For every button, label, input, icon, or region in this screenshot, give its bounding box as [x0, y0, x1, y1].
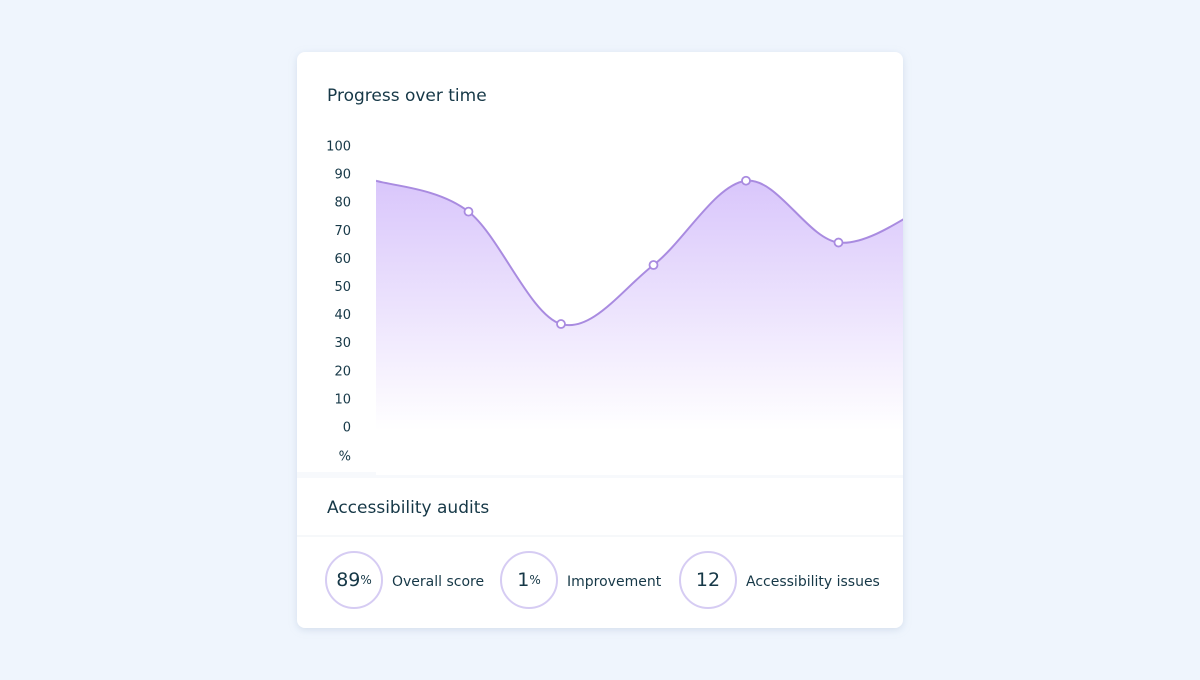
- point: [741, 175, 751, 186]
- stat-unit: %: [360, 573, 371, 587]
- plot: [376, 175, 903, 475]
- y-tick-label: 0: [343, 421, 351, 436]
- stat-value: 1%: [517, 569, 541, 591]
- chart-title: Progress over time: [327, 86, 487, 106]
- section-title: Accessibility audits: [327, 498, 489, 518]
- stat-ring: [500, 551, 558, 609]
- stat-value: 89%: [336, 569, 372, 591]
- y-tick-label: 10: [334, 392, 351, 407]
- y-tick-label: 30: [334, 336, 351, 351]
- stat-value: 12: [696, 569, 720, 591]
- stat-ring: [679, 551, 737, 609]
- y-tick-label: 90: [334, 168, 351, 183]
- stat-unit: %: [529, 573, 540, 587]
- point: [556, 319, 566, 329]
- stat-number: 1: [517, 569, 529, 591]
- point: [463, 206, 474, 217]
- y-tick-label: 80: [334, 196, 351, 211]
- stat-number: 89: [336, 569, 360, 591]
- point: [648, 260, 659, 270]
- y-tick-label: 20: [334, 364, 351, 379]
- y-tick-label: 100: [326, 140, 351, 155]
- stat-label: Overall score: [392, 574, 484, 590]
- point: [833, 237, 844, 248]
- y-tick-label: 60: [334, 252, 351, 267]
- area-fill: [376, 180, 903, 475]
- y-tick-label: 40: [334, 308, 351, 323]
- y-tick-label: 70: [334, 224, 351, 239]
- y-tick-label: 50: [334, 280, 351, 295]
- stat-label: Accessibility issues: [746, 574, 880, 590]
- stat-label: Improvement: [567, 574, 662, 590]
- stat-ring: [325, 551, 383, 609]
- stat-number: 12: [696, 569, 720, 591]
- y-axis-unit: %: [339, 450, 351, 465]
